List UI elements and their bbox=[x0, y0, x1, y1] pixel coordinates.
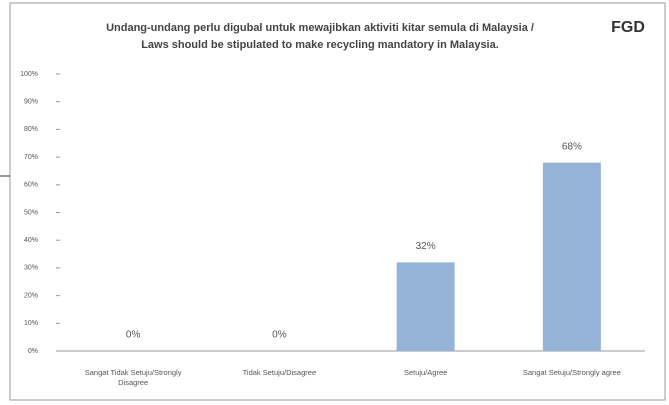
bar bbox=[542, 162, 601, 351]
y-tick-label: 60% bbox=[24, 182, 38, 189]
y-tick-label: 20% bbox=[24, 292, 38, 299]
value-label: 68% bbox=[562, 141, 582, 152]
y-tick-label: 100% bbox=[20, 71, 38, 78]
y-tick-label: 80% bbox=[24, 126, 38, 133]
y-tick-label: 40% bbox=[24, 237, 38, 244]
value-label: 0% bbox=[272, 330, 287, 341]
y-tick-label: 10% bbox=[24, 320, 38, 327]
annotation: FGD bbox=[611, 19, 645, 36]
x-tick-label: Sangat Setuju/Strongly agree bbox=[523, 368, 621, 377]
x-tick-label: Tidak Setuju/Disagree bbox=[243, 368, 317, 377]
y-tick-label: 70% bbox=[24, 154, 38, 161]
chart-title: Laws should be stipulated to make recycl… bbox=[141, 39, 499, 51]
x-tick-label: Sangat Tidak Setuju/Strongly Disagree bbox=[85, 368, 182, 387]
x-tick-label: Setuju/Agree bbox=[404, 368, 447, 377]
y-tick-label: 50% bbox=[24, 209, 38, 216]
y-tick-label: 90% bbox=[24, 99, 38, 106]
y-tick-label: 0% bbox=[28, 348, 38, 355]
y-tick-label: 30% bbox=[24, 265, 38, 272]
bar bbox=[396, 262, 455, 351]
value-label: 32% bbox=[416, 241, 436, 252]
value-label: 0% bbox=[126, 330, 141, 341]
chart-title: Undang-undang perlu digubal untuk mewaji… bbox=[106, 22, 534, 34]
